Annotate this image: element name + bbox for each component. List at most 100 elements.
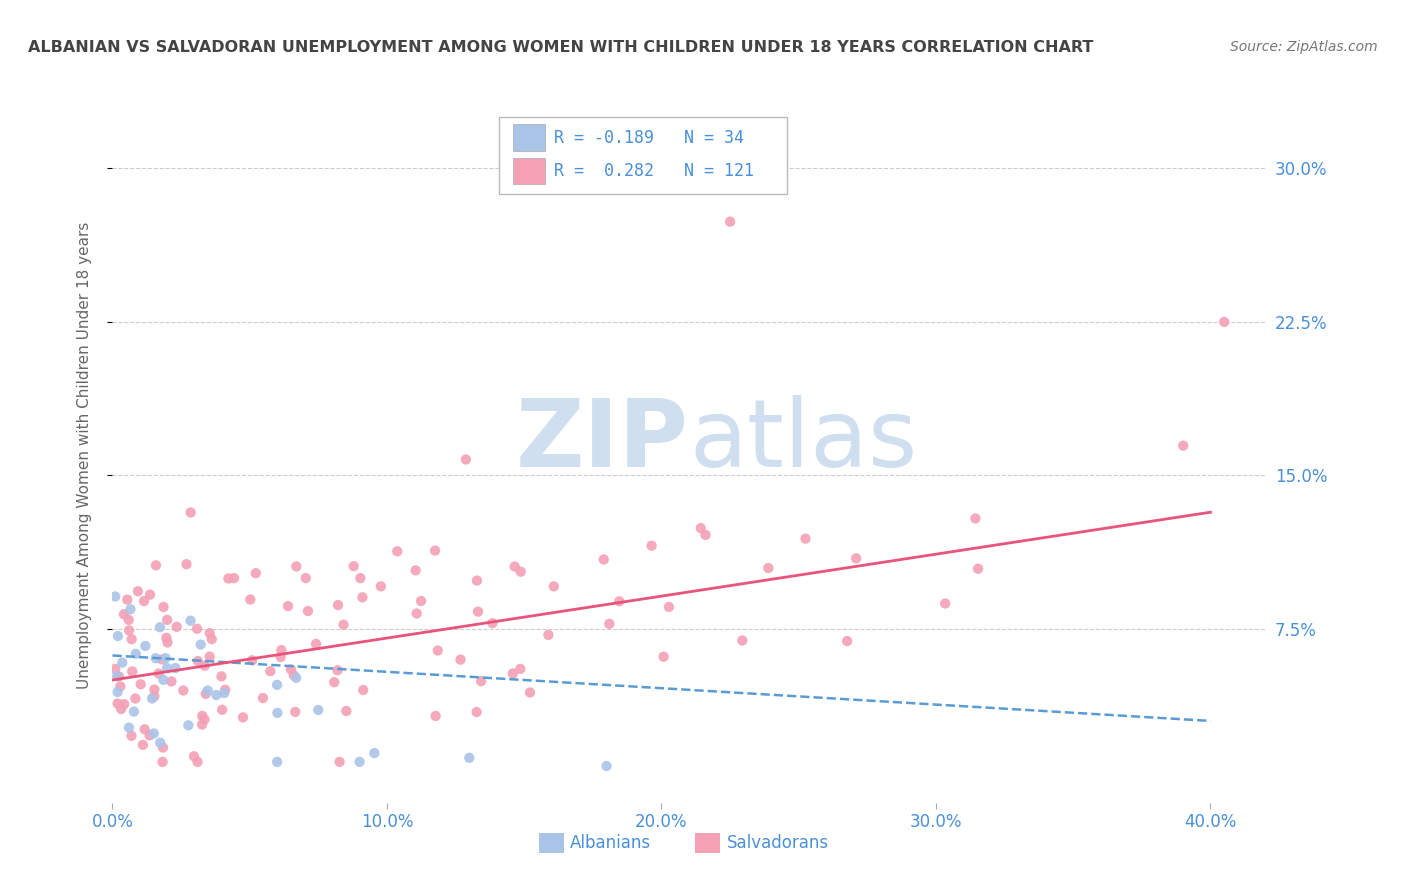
Point: [845, 551, 868, 566]
Point: [387, 544, 409, 558]
FancyBboxPatch shape: [499, 118, 787, 194]
Point: [149, 620, 172, 634]
Point: [145, 651, 167, 665]
Point: [118, 721, 141, 735]
Point: [197, 683, 219, 698]
Point: [1173, 439, 1195, 453]
Point: [152, 599, 174, 614]
Text: Source: ZipAtlas.com: Source: ZipAtlas.com: [1230, 40, 1378, 54]
Point: [156, 635, 179, 649]
Point: [425, 709, 447, 723]
Point: [307, 703, 329, 717]
Point: [405, 563, 427, 577]
Text: atlas: atlas: [689, 395, 917, 487]
Point: [148, 666, 170, 681]
Point: [145, 558, 167, 573]
Point: [172, 683, 194, 698]
Point: [129, 677, 152, 691]
Point: [509, 662, 531, 676]
Point: [592, 552, 614, 566]
Point: [121, 729, 143, 743]
Point: [270, 643, 292, 657]
Point: [134, 639, 156, 653]
Point: [352, 683, 374, 698]
Point: [598, 616, 620, 631]
Point: [143, 690, 166, 704]
Point: [222, 571, 245, 585]
Point: [142, 726, 165, 740]
Point: [183, 749, 205, 764]
Point: [117, 592, 139, 607]
Point: [111, 656, 134, 670]
Point: [211, 669, 233, 683]
Point: [284, 705, 307, 719]
Point: [211, 703, 233, 717]
Point: [120, 602, 142, 616]
Point: [156, 661, 179, 675]
Point: [118, 613, 141, 627]
Point: [305, 637, 328, 651]
Point: [285, 671, 308, 685]
Point: [205, 688, 228, 702]
Point: [363, 746, 385, 760]
Point: [180, 506, 202, 520]
Point: [349, 755, 371, 769]
Point: [194, 658, 217, 673]
Point: [104, 590, 127, 604]
Point: [125, 647, 148, 661]
Point: [967, 562, 990, 576]
Point: [481, 616, 503, 631]
Point: [105, 669, 128, 683]
Point: [503, 559, 526, 574]
Point: [465, 705, 488, 719]
Point: [198, 649, 221, 664]
Point: [965, 511, 987, 525]
Point: [108, 669, 131, 683]
Point: [107, 629, 129, 643]
Point: [370, 579, 392, 593]
Text: ALBANIAN VS SALVADORAN UNEMPLOYMENT AMONG WOMEN WITH CHILDREN UNDER 18 YEARS COR: ALBANIAN VS SALVADORAN UNEMPLOYMENT AMON…: [28, 40, 1094, 55]
Point: [190, 638, 212, 652]
Point: [689, 521, 711, 535]
Point: [186, 622, 208, 636]
Point: [156, 613, 179, 627]
Point: [121, 665, 143, 679]
Point: [240, 653, 263, 667]
Point: [186, 755, 208, 769]
Point: [326, 663, 349, 677]
Point: [270, 650, 292, 665]
Point: [326, 598, 349, 612]
Point: [160, 674, 183, 689]
Text: ZIP: ZIP: [516, 395, 689, 487]
Point: [283, 668, 305, 682]
Point: [122, 705, 145, 719]
Point: [150, 652, 173, 666]
Point: [152, 755, 174, 769]
Point: [134, 723, 156, 737]
Text: R = -0.189   N = 34: R = -0.189 N = 34: [554, 128, 744, 146]
Point: [127, 584, 149, 599]
Point: [454, 452, 477, 467]
Point: [509, 565, 531, 579]
Point: [405, 607, 427, 621]
Point: [465, 574, 488, 588]
Point: [124, 691, 146, 706]
Point: [198, 626, 221, 640]
Point: [352, 591, 374, 605]
Point: [152, 673, 174, 687]
Point: [343, 559, 366, 574]
Text: R =  0.282   N = 121: R = 0.282 N = 121: [554, 162, 754, 180]
Point: [731, 633, 754, 648]
Point: [297, 604, 319, 618]
Point: [280, 662, 302, 676]
Point: [191, 709, 214, 723]
Point: [152, 740, 174, 755]
Bar: [513, 124, 546, 151]
Point: [277, 599, 299, 614]
Point: [139, 588, 162, 602]
Point: [155, 651, 177, 665]
Point: [423, 543, 446, 558]
Point: [252, 691, 274, 706]
Point: [191, 717, 214, 731]
Point: [194, 687, 217, 701]
